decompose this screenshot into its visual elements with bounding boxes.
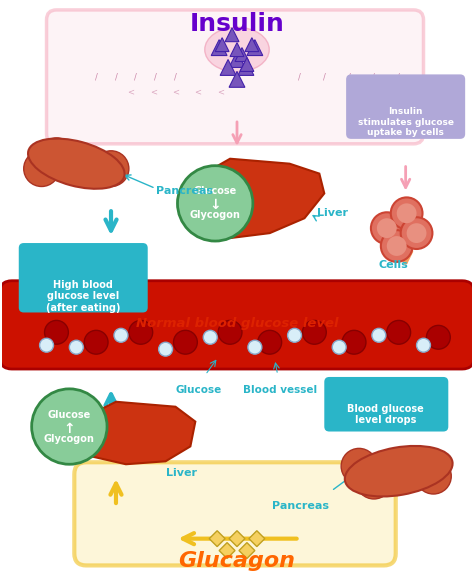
Text: /: / bbox=[174, 73, 177, 82]
Polygon shape bbox=[225, 28, 239, 41]
Polygon shape bbox=[229, 52, 245, 67]
Polygon shape bbox=[66, 402, 195, 464]
Circle shape bbox=[159, 342, 173, 356]
Text: Glucose: Glucose bbox=[48, 410, 91, 420]
Polygon shape bbox=[209, 531, 225, 547]
Polygon shape bbox=[211, 40, 227, 56]
Ellipse shape bbox=[28, 139, 125, 189]
Text: Insulin
stimulates glucose
uptake by cells: Insulin stimulates glucose uptake by cel… bbox=[358, 107, 454, 137]
Polygon shape bbox=[240, 58, 254, 71]
Text: Insulin: Insulin bbox=[190, 12, 284, 36]
Circle shape bbox=[417, 338, 430, 352]
FancyBboxPatch shape bbox=[74, 462, 396, 565]
Polygon shape bbox=[219, 543, 235, 558]
Text: /: / bbox=[373, 73, 375, 82]
Text: Glucose: Glucose bbox=[193, 186, 237, 197]
Text: Glycogon: Glycogon bbox=[44, 434, 95, 443]
FancyBboxPatch shape bbox=[46, 10, 423, 144]
Text: Liver: Liver bbox=[165, 468, 197, 478]
Circle shape bbox=[84, 330, 108, 354]
Circle shape bbox=[416, 458, 451, 494]
Circle shape bbox=[356, 463, 392, 499]
Polygon shape bbox=[229, 71, 245, 87]
Circle shape bbox=[341, 448, 377, 484]
Text: /: / bbox=[95, 73, 98, 82]
Text: Pancreas: Pancreas bbox=[155, 186, 213, 197]
FancyBboxPatch shape bbox=[0, 281, 474, 369]
Circle shape bbox=[218, 320, 242, 344]
Circle shape bbox=[391, 197, 422, 229]
Circle shape bbox=[45, 320, 68, 344]
Circle shape bbox=[427, 325, 450, 349]
Circle shape bbox=[387, 236, 407, 256]
Text: Blood glucose
level drops: Blood glucose level drops bbox=[347, 404, 424, 426]
Circle shape bbox=[387, 320, 410, 344]
Circle shape bbox=[397, 204, 417, 223]
Ellipse shape bbox=[205, 27, 269, 72]
Ellipse shape bbox=[345, 446, 453, 496]
Text: /: / bbox=[347, 73, 351, 82]
Text: /: / bbox=[323, 73, 326, 82]
Circle shape bbox=[129, 320, 153, 344]
Circle shape bbox=[177, 166, 253, 241]
Text: Glycogon: Glycogon bbox=[190, 210, 241, 220]
Polygon shape bbox=[185, 159, 324, 238]
Text: Glucose: Glucose bbox=[175, 385, 221, 395]
Circle shape bbox=[69, 340, 83, 354]
FancyBboxPatch shape bbox=[19, 243, 148, 312]
Polygon shape bbox=[229, 531, 245, 547]
Circle shape bbox=[372, 328, 386, 342]
Circle shape bbox=[381, 230, 412, 262]
Circle shape bbox=[38, 138, 74, 174]
Polygon shape bbox=[230, 43, 244, 56]
Text: Glucagon: Glucagon bbox=[179, 550, 295, 570]
Circle shape bbox=[258, 330, 282, 354]
Circle shape bbox=[371, 212, 403, 244]
Circle shape bbox=[332, 340, 346, 354]
Text: Pancreas: Pancreas bbox=[272, 501, 329, 511]
Text: <: < bbox=[217, 88, 224, 97]
Text: High blood
glucose level
(after eating): High blood glucose level (after eating) bbox=[46, 280, 120, 313]
Circle shape bbox=[302, 320, 326, 344]
Text: ↑: ↑ bbox=[64, 421, 75, 436]
Text: <: < bbox=[128, 88, 134, 97]
Text: <: < bbox=[172, 88, 179, 97]
Text: Liver: Liver bbox=[318, 208, 348, 218]
FancyBboxPatch shape bbox=[324, 377, 448, 431]
Text: /: / bbox=[115, 73, 118, 82]
Circle shape bbox=[93, 151, 129, 186]
Polygon shape bbox=[247, 40, 263, 56]
Text: Normal blood glucose level: Normal blood glucose level bbox=[136, 317, 338, 331]
Polygon shape bbox=[239, 543, 255, 558]
Polygon shape bbox=[220, 60, 236, 75]
Text: <: < bbox=[150, 88, 157, 97]
Text: Blood vessel: Blood vessel bbox=[243, 385, 317, 395]
Polygon shape bbox=[235, 48, 249, 62]
Circle shape bbox=[114, 328, 128, 342]
Circle shape bbox=[203, 330, 217, 344]
Text: /: / bbox=[154, 73, 157, 82]
Circle shape bbox=[401, 217, 432, 249]
Circle shape bbox=[40, 338, 54, 352]
Circle shape bbox=[24, 151, 59, 186]
Circle shape bbox=[407, 223, 427, 243]
Circle shape bbox=[377, 218, 397, 238]
Polygon shape bbox=[245, 38, 259, 52]
Text: Cells: Cells bbox=[379, 260, 409, 270]
Circle shape bbox=[288, 328, 301, 342]
Text: /: / bbox=[298, 73, 301, 82]
FancyBboxPatch shape bbox=[346, 74, 465, 139]
Polygon shape bbox=[215, 38, 229, 52]
Circle shape bbox=[342, 330, 366, 354]
Polygon shape bbox=[249, 531, 265, 547]
Circle shape bbox=[248, 340, 262, 354]
Polygon shape bbox=[238, 60, 254, 75]
Text: /: / bbox=[134, 73, 137, 82]
Circle shape bbox=[32, 389, 107, 464]
Circle shape bbox=[173, 330, 197, 354]
Text: <: < bbox=[194, 88, 201, 97]
Text: /: / bbox=[397, 73, 400, 82]
Text: ↓: ↓ bbox=[210, 198, 221, 212]
